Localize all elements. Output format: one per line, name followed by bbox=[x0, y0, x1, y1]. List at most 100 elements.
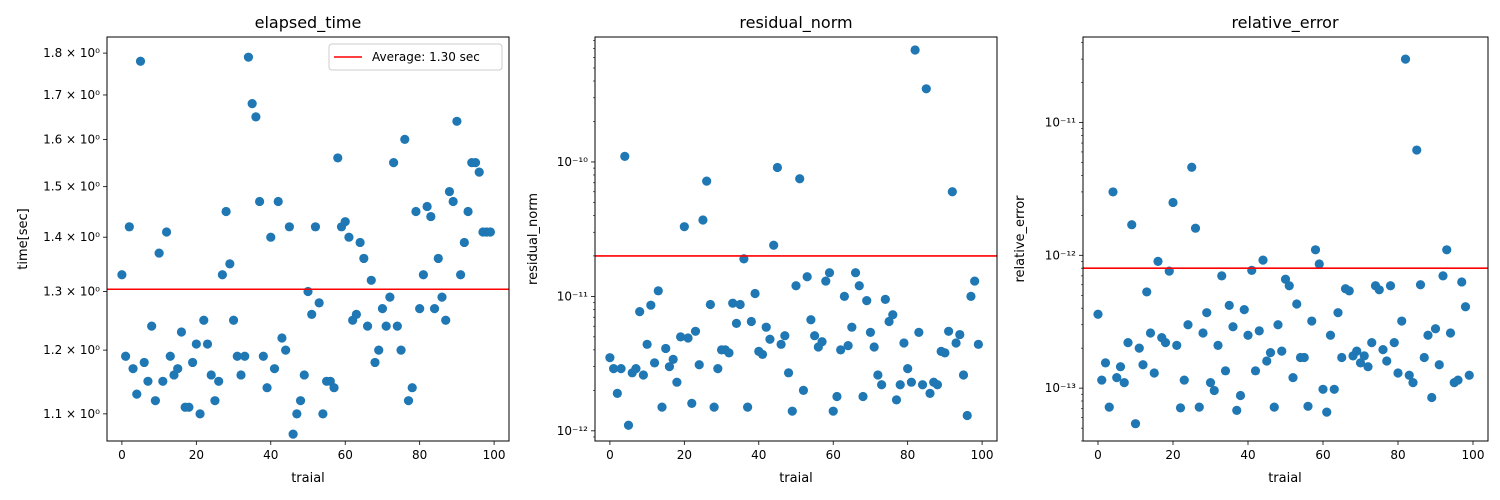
plot-area: 10⁻¹³ 10⁻¹² 10⁻¹¹ 0 20 40 60 80 100 bbox=[1045, 36, 1489, 462]
data-point bbox=[1393, 368, 1403, 378]
data-point bbox=[899, 338, 909, 348]
data-point bbox=[117, 270, 127, 280]
x-tick-label: 0 bbox=[118, 448, 126, 462]
data-point bbox=[921, 84, 931, 94]
data-point bbox=[1183, 320, 1193, 330]
data-point bbox=[470, 158, 481, 168]
data-point bbox=[1160, 338, 1171, 348]
data-point bbox=[1179, 375, 1189, 385]
data-point bbox=[396, 345, 406, 355]
data-point bbox=[1187, 162, 1197, 172]
data-point bbox=[940, 348, 950, 358]
data-point bbox=[623, 420, 634, 430]
y-tick-label: 1.8 × 10⁰ bbox=[43, 46, 100, 60]
subplot-title: relative_error bbox=[1231, 13, 1339, 33]
data-point bbox=[1434, 360, 1444, 370]
data-point bbox=[944, 326, 954, 336]
data-point bbox=[433, 253, 443, 264]
data-point bbox=[1445, 328, 1456, 338]
x-tick-label: 0 bbox=[606, 448, 614, 462]
data-point bbox=[1344, 286, 1354, 296]
data-point bbox=[463, 206, 473, 217]
y-tick-label: 10⁻¹¹ bbox=[557, 289, 588, 303]
data-point bbox=[821, 276, 831, 286]
data-point bbox=[661, 343, 671, 354]
data-point bbox=[1378, 345, 1388, 355]
data-point bbox=[214, 376, 224, 386]
data-point bbox=[672, 377, 682, 387]
x-tick-label: 60 bbox=[826, 448, 841, 462]
y-tick-label: 1.4 × 10⁰ bbox=[43, 230, 100, 244]
data-point bbox=[731, 318, 742, 328]
data-point bbox=[750, 288, 760, 299]
data-point bbox=[1175, 403, 1186, 413]
x-tick-label: 20 bbox=[189, 448, 204, 462]
data-point bbox=[1198, 328, 1208, 338]
data-point bbox=[925, 388, 935, 398]
data-point bbox=[761, 322, 771, 332]
subplot-elapsed-time: elapsed_time traial time[sec] 1.1 × 10⁰1… bbox=[16, 13, 510, 486]
data-point bbox=[381, 321, 391, 331]
data-point bbox=[917, 380, 928, 390]
data-point bbox=[828, 406, 838, 416]
data-point bbox=[139, 357, 149, 368]
data-point bbox=[880, 294, 890, 304]
data-point bbox=[1243, 330, 1253, 340]
data-point bbox=[411, 206, 421, 217]
data-point bbox=[1415, 280, 1426, 290]
x-tick-label: 20 bbox=[677, 448, 692, 462]
data-point bbox=[485, 227, 495, 237]
data-point bbox=[362, 321, 373, 331]
x-tick-label: 80 bbox=[1390, 448, 1405, 462]
x-tick-label: 20 bbox=[1165, 448, 1180, 462]
data-point bbox=[1153, 256, 1163, 266]
data-point bbox=[1352, 346, 1362, 356]
data-point bbox=[351, 309, 361, 319]
x-tick-label: 80 bbox=[900, 448, 915, 462]
data-point bbox=[1239, 305, 1249, 315]
data-point bbox=[1337, 352, 1347, 363]
data-point bbox=[258, 351, 268, 361]
data-point bbox=[873, 370, 883, 380]
subplot-relative-error: relative_error traial relative_error 10⁻… bbox=[1013, 13, 1489, 486]
axes-frame bbox=[106, 36, 510, 442]
data-point bbox=[195, 409, 205, 419]
data-point bbox=[1258, 255, 1268, 265]
data-point bbox=[318, 409, 328, 419]
data-point bbox=[877, 380, 887, 390]
data-point bbox=[1355, 358, 1366, 368]
x-tick-label: 0 bbox=[1094, 448, 1102, 462]
data-point bbox=[1115, 362, 1126, 372]
data-point bbox=[824, 268, 835, 278]
data-point bbox=[441, 315, 451, 325]
data-point bbox=[1134, 343, 1144, 353]
data-point bbox=[817, 337, 827, 347]
data-point bbox=[310, 222, 321, 232]
subplot-title: elapsed_time bbox=[255, 13, 362, 33]
data-point bbox=[1288, 373, 1298, 383]
data-point bbox=[810, 331, 820, 341]
data-point bbox=[914, 327, 924, 337]
data-point bbox=[947, 187, 957, 197]
data-point bbox=[247, 99, 257, 109]
data-point bbox=[1457, 277, 1467, 287]
plot-area: 10⁻¹² 10⁻¹¹ 10⁻¹⁰ 0 20 40 60 80 100 bbox=[557, 36, 998, 462]
data-point bbox=[1232, 405, 1242, 415]
data-point bbox=[668, 354, 678, 364]
data-point bbox=[1209, 385, 1219, 396]
data-point bbox=[232, 351, 242, 361]
data-point bbox=[683, 333, 693, 343]
data-point bbox=[400, 134, 410, 144]
data-point bbox=[143, 376, 153, 386]
data-point bbox=[728, 298, 738, 308]
data-point bbox=[679, 222, 689, 232]
data-point bbox=[735, 299, 745, 310]
y-tick-label: 1.6 × 10⁰ bbox=[43, 132, 100, 146]
data-point bbox=[210, 396, 220, 406]
data-point bbox=[1329, 384, 1339, 394]
data-point bbox=[1104, 402, 1114, 412]
data-point bbox=[970, 276, 980, 286]
y-tick-label: 1.3 × 10⁰ bbox=[43, 284, 100, 298]
data-point bbox=[676, 332, 686, 342]
